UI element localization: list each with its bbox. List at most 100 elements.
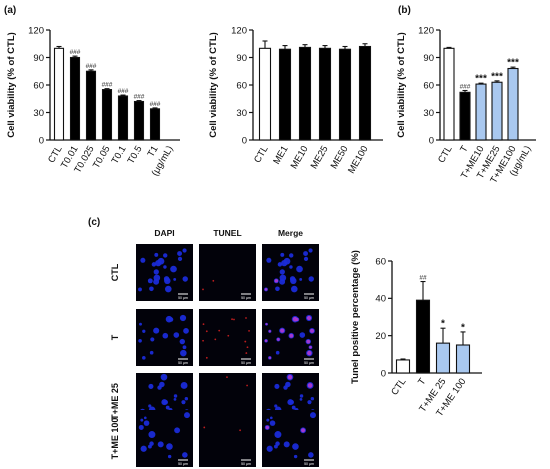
- bar: [338, 48, 352, 141]
- category-label: T0.1: [110, 144, 129, 166]
- y-tick-label: 120: [231, 25, 247, 36]
- nucleus-blob: [290, 277, 297, 285]
- y-tick-label: 0: [381, 368, 386, 379]
- nucleus-blob: [289, 253, 294, 258]
- tunel-signal: [239, 429, 242, 432]
- micrograph-cell: 50 µm: [199, 410, 256, 467]
- category-label: CTL: [252, 144, 271, 165]
- micrograph-cell: 50 µm: [136, 309, 193, 366]
- nucleus-blob: [182, 452, 188, 458]
- nucleus-blob: [303, 251, 308, 256]
- nucleus-blob: [167, 454, 172, 459]
- nucleus-blob: [285, 381, 291, 388]
- tunel-signal: [245, 317, 247, 319]
- y-axis-title: Cell viability (% of CTL): [208, 32, 219, 138]
- significance-mark: ###: [86, 63, 97, 70]
- y-tick-label: 0: [242, 135, 247, 146]
- tunel-signal: [265, 425, 270, 430]
- nucleus-blob: [157, 441, 164, 448]
- column-label: DAPI: [154, 228, 174, 238]
- nucleus-blob: [307, 400, 312, 405]
- nucleus-blob: [274, 431, 282, 439]
- nucleus-blob: [140, 445, 147, 452]
- nucleus-blob: [153, 327, 160, 334]
- y-tick-label: 90: [236, 53, 247, 64]
- y-tick-label: 60: [236, 80, 247, 91]
- tunel-signal: [218, 329, 221, 332]
- micrograph-cell: 50 µm: [262, 309, 319, 366]
- nucleus-blob: [303, 256, 309, 262]
- category-label: T: [416, 376, 428, 387]
- tunel-signal: [244, 340, 247, 343]
- bar: [455, 344, 471, 374]
- column-label: Merge: [278, 228, 303, 238]
- tunel-signal: [274, 279, 279, 283]
- bar: [69, 56, 81, 141]
- y-tick-label: 40: [375, 294, 386, 305]
- y-tick-label: 30: [423, 108, 434, 119]
- tunel-signal: [301, 428, 306, 433]
- category-label: T0.5: [126, 144, 145, 166]
- nucleus-blob: [180, 349, 187, 357]
- nucleus-blob: [292, 443, 299, 450]
- micrograph-image: [199, 244, 256, 301]
- tunel-signal: [306, 339, 311, 344]
- micrograph-cell: 50 µm: [136, 244, 193, 301]
- tunel-signal: [246, 346, 249, 349]
- bar: [101, 89, 113, 141]
- bar: [298, 46, 312, 141]
- tunel-signal: [205, 330, 208, 333]
- nucleus-blob: [308, 248, 313, 253]
- scale-bar-label: 50 µm: [241, 296, 251, 300]
- scale-bar-label: 50 µm: [178, 462, 188, 466]
- y-tick-label: 30: [236, 108, 247, 119]
- nucleus-blob: [164, 277, 171, 285]
- bar: [475, 83, 487, 141]
- nucleus-blob: [184, 412, 190, 419]
- nucleus-blob: [157, 257, 165, 265]
- nucleus-blob: [140, 257, 146, 263]
- category-label: T1: [146, 144, 161, 159]
- nucleus-blob: [269, 416, 273, 420]
- scale-bar-label: 50 µm: [178, 361, 188, 365]
- tunel-signal: [307, 350, 312, 356]
- significance-mark: ***: [475, 74, 487, 85]
- nucleus-blob: [183, 327, 189, 334]
- nucleus-blob: [274, 383, 280, 389]
- scale-bar-label: 50 µm: [304, 296, 314, 300]
- bar: [459, 91, 471, 141]
- micrograph-cell: 50 µm: [262, 410, 319, 467]
- nucleus-blob: [163, 253, 168, 258]
- nucleus-blob: [139, 322, 142, 326]
- micrograph-image: [136, 410, 193, 467]
- bar: [443, 47, 455, 141]
- significance-mark: ***: [507, 58, 519, 69]
- chart-c: 0 20 40 60 Tunel positive percentage (%) CTL #…: [350, 250, 482, 419]
- nucleus-blob: [290, 285, 298, 293]
- nucleus-blob: [283, 441, 290, 448]
- tunel-signal: [212, 279, 215, 282]
- nucleus-blob: [299, 277, 303, 281]
- chart-b: 0 30 60 90 120 Cell viability (% of CTL) CTL ##…: [396, 25, 536, 185]
- nucleus-blob: [148, 383, 154, 389]
- bar: [318, 47, 332, 141]
- scale-bar-label: 50 µm: [241, 462, 251, 466]
- y-tick-label: 120: [28, 25, 44, 36]
- bar: [395, 359, 411, 374]
- nucleus-blob: [177, 256, 183, 262]
- significance-mark: ###: [134, 94, 145, 101]
- nucleus-blob: [308, 276, 314, 282]
- nucleus-blob: [266, 257, 272, 263]
- y-tick-label: 20: [375, 331, 386, 342]
- bar: [415, 299, 431, 374]
- category-label: T0.05: [91, 144, 113, 171]
- row-label: CTL: [110, 263, 120, 281]
- significance-mark: ***: [491, 71, 503, 82]
- tunel-signal: [245, 352, 248, 354]
- micrograph-image: [199, 410, 256, 467]
- nucleus-blob: [182, 345, 187, 350]
- nucleus-blob: [182, 276, 188, 282]
- y-axis-title: Cell viability (% of CTL): [396, 32, 407, 138]
- row-label: T+ME 100: [110, 418, 120, 460]
